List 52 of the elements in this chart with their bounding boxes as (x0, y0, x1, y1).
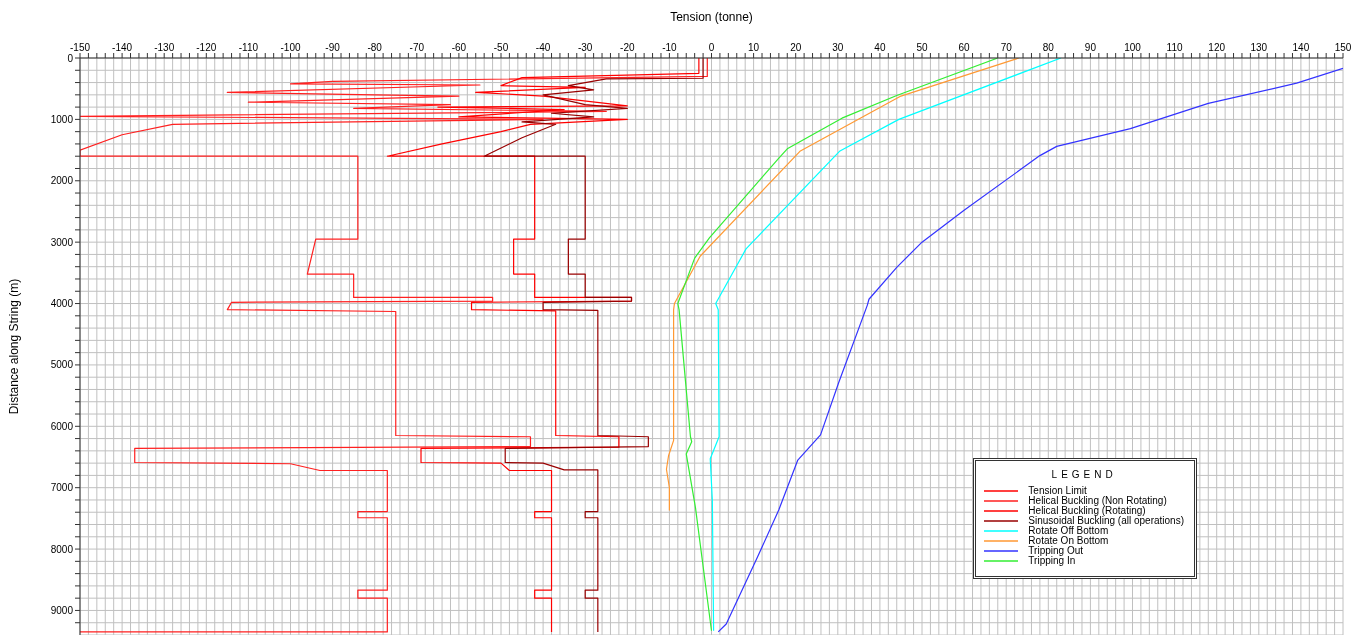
x-tick-label: -10 (662, 42, 678, 53)
x-tick-label: -40 (535, 42, 551, 53)
x-tick-label: 100 (1124, 42, 1142, 53)
x-tick-label: 40 (874, 42, 886, 53)
x-tick-label: -150 (69, 42, 91, 53)
legend-label: Tension Limit (1028, 485, 1087, 496)
y-tick-label: 3000 (50, 236, 74, 248)
x-tick-label: 10 (748, 42, 760, 53)
x-tick-label: -50 (493, 42, 509, 53)
x-tick-label: -120 (196, 42, 217, 53)
line-series (717, 67, 1343, 633)
x-tick-label: 120 (1208, 42, 1226, 53)
y-tick-label: 4000 (50, 298, 74, 310)
x-tick-label: -70 (409, 42, 425, 53)
y-tick-label: 7000 (50, 482, 74, 494)
x-tick-label: 50 (916, 42, 928, 53)
x-tick-label: 60 (958, 42, 971, 53)
x-tick-label: -90 (325, 42, 341, 53)
y-tick-label: 9000 (50, 605, 74, 616)
line-series (677, 58, 999, 632)
x-tick-label: 0 (708, 42, 715, 53)
legend-label: Helical Buckling (Non Rotating) (1028, 495, 1167, 506)
y-axis-title: Distance along String (m) (7, 278, 22, 415)
x-tick-label: 110 (1166, 42, 1183, 53)
x-tick-label: -140 (112, 42, 133, 53)
x-tick-label: 140 (1292, 42, 1310, 53)
x-tick-label: -60 (451, 42, 467, 53)
x-tick-label: 150 (1334, 42, 1352, 53)
y-tick-label: 5000 (50, 359, 74, 371)
x-tick-label: 30 (832, 42, 844, 53)
y-tick-label: 1000 (50, 113, 74, 125)
legend-label: Rotate On Bottom (1028, 535, 1109, 546)
legend-label: Tripping Out (1028, 545, 1084, 556)
y-tick-label: 0 (67, 52, 74, 64)
x-tick-label: 130 (1250, 42, 1268, 53)
x-tick-label: -100 (280, 42, 301, 53)
x-tick-label: -80 (367, 42, 383, 53)
y-tick-label: 2000 (50, 175, 74, 187)
y-tick-label: 8000 (50, 543, 74, 555)
x-tick-label: -130 (154, 42, 175, 53)
x-tick-label: 20 (790, 42, 802, 53)
x-tick-label: 80 (1042, 42, 1055, 53)
x-axis-title: Tension (tonne) (670, 9, 753, 24)
line-series (483, 58, 704, 633)
x-tick-label: 90 (1084, 42, 1097, 53)
y-tick-label: 6000 (50, 420, 74, 432)
legend-title: LEGEND (1050, 469, 1118, 480)
x-tick-label: -30 (577, 42, 593, 53)
x-tick-label: 70 (1000, 42, 1013, 53)
x-tick-label: -20 (620, 42, 635, 53)
x-tick-label: -110 (238, 42, 259, 53)
legend-label: Rotate Off Bottom (1028, 525, 1109, 536)
